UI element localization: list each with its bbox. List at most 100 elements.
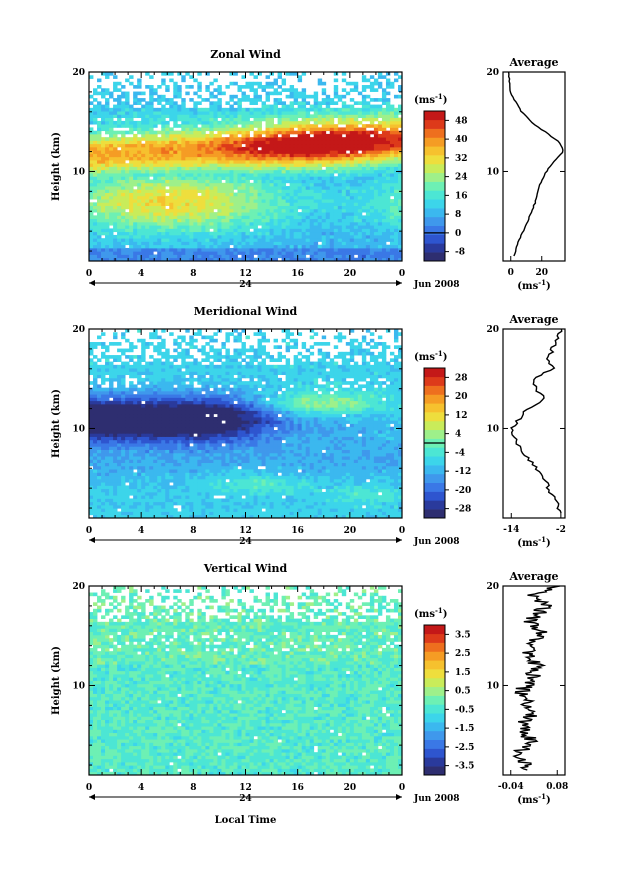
- heatmap-cell: [157, 166, 162, 171]
- heatmap-cell: [297, 111, 303, 115]
- heatmap-cell: [269, 247, 274, 252]
- heatmap-cell: [129, 251, 134, 255]
- heatmap-cell: [145, 195, 150, 200]
- heatmap-cell: [309, 221, 315, 226]
- heatmap-cell: [173, 218, 178, 223]
- heatmap-cell: [205, 163, 210, 167]
- heatmap-cell: [317, 182, 323, 187]
- heatmap-cell: [317, 218, 323, 223]
- heatmap-cell: [381, 482, 387, 486]
- heatmap-cell: [193, 169, 198, 174]
- heatmap-cell: [241, 501, 246, 506]
- heatmap-cell: [381, 495, 387, 499]
- heatmap-cell: [321, 127, 327, 132]
- heatmap-cell: [385, 504, 391, 509]
- heatmap-cell: [233, 491, 238, 496]
- heatmap-cell: [317, 247, 323, 252]
- heatmap-cell: [97, 257, 102, 262]
- heatmap-cell: [97, 153, 102, 158]
- heatmap-cell: [297, 179, 303, 184]
- heatmap-cell: [153, 498, 158, 503]
- heatmap-cell: [393, 491, 399, 496]
- heatmap-cell: [185, 495, 190, 499]
- heatmap-cell: [225, 504, 230, 509]
- heatmap-cell: [245, 150, 250, 154]
- heatmap-cell: [393, 241, 399, 246]
- heatmap-cell: [137, 238, 142, 242]
- heatmap-cell: [169, 495, 174, 499]
- heatmap-cell: [177, 114, 182, 119]
- heatmap-cell: [249, 169, 254, 174]
- heatmap-cell: [329, 251, 335, 255]
- heatmap-cell: [145, 199, 150, 203]
- heatmap-cell: [129, 166, 134, 171]
- heatmap-cell: [285, 501, 291, 506]
- heatmap-cell: [381, 124, 387, 128]
- heatmap-cell: [137, 511, 142, 516]
- heatmap-cell: [341, 254, 347, 259]
- heatmap-cell: [181, 199, 186, 203]
- heatmap-cell: [349, 247, 355, 252]
- heatmap-cell: [177, 91, 182, 96]
- heatmap-cell: [181, 166, 186, 171]
- heatmap-cell: [393, 94, 399, 99]
- heatmap-cell: [165, 156, 170, 161]
- heatmap-cell: [213, 124, 218, 128]
- heatmap-cell: [169, 238, 174, 242]
- heatmap-cell: [117, 208, 122, 213]
- heatmap-cell: [177, 133, 182, 138]
- heatmap-cell: [337, 182, 343, 187]
- heatmap-cell: [257, 114, 262, 119]
- heatmap-cell: [321, 215, 327, 220]
- heatmap-cell: [365, 169, 371, 174]
- heatmap-cell: [221, 114, 226, 119]
- heatmap-cell: [197, 485, 202, 490]
- heatmap-cell: [261, 173, 266, 177]
- heatmap-cell: [261, 117, 266, 122]
- heatmap-cell: [281, 504, 287, 509]
- heatmap-cell: [305, 205, 311, 210]
- heatmap-cell: [157, 212, 162, 216]
- heatmap-cell: [189, 137, 194, 141]
- heatmap-cell: [129, 146, 134, 151]
- heatmap-cell: [177, 199, 182, 203]
- heatmap-cell: [289, 247, 295, 252]
- heatmap-cell: [361, 140, 367, 145]
- heatmap-cell: [129, 153, 134, 158]
- heatmap-cell: [169, 189, 174, 193]
- heatmap-cell: [333, 186, 339, 190]
- heatmap-cell: [389, 199, 395, 203]
- heatmap-cell: [313, 94, 319, 99]
- heatmap-cell: [301, 88, 307, 92]
- heatmap-cell: [317, 257, 323, 262]
- heatmap-cell: [361, 514, 367, 519]
- heatmap-cell: [317, 159, 323, 164]
- heatmap-cell: [109, 247, 114, 252]
- heatmap-cell: [341, 166, 347, 171]
- heatmap-cell: [133, 514, 138, 519]
- heatmap-cell: [165, 215, 170, 220]
- heatmap-cell: [233, 241, 238, 246]
- heatmap-cell: [141, 508, 146, 512]
- heatmap-cell: [193, 107, 198, 112]
- heatmap-cell: [97, 114, 102, 119]
- heatmap-cell: [269, 501, 274, 506]
- heatmap-cell: [117, 221, 122, 226]
- heatmap-cell: [205, 488, 210, 493]
- heatmap-cell: [161, 202, 166, 206]
- heatmap-cell: [109, 173, 114, 177]
- heatmap-cell: [101, 491, 106, 496]
- heatmap-cell: [173, 81, 178, 86]
- heatmap-cell: [89, 504, 94, 509]
- heatmap-cell: [245, 137, 250, 141]
- heatmap-cell: [209, 156, 214, 161]
- heatmap-cell: [93, 107, 98, 112]
- heatmap-cell: [93, 218, 98, 223]
- heatmap-cell: [169, 186, 174, 190]
- heatmap-cell: [137, 475, 142, 480]
- heatmap-cell: [253, 202, 258, 206]
- heatmap-cell: [385, 182, 391, 187]
- heatmap-cell: [105, 159, 110, 164]
- heatmap-cell: [229, 234, 234, 239]
- heatmap-cell: [249, 501, 254, 506]
